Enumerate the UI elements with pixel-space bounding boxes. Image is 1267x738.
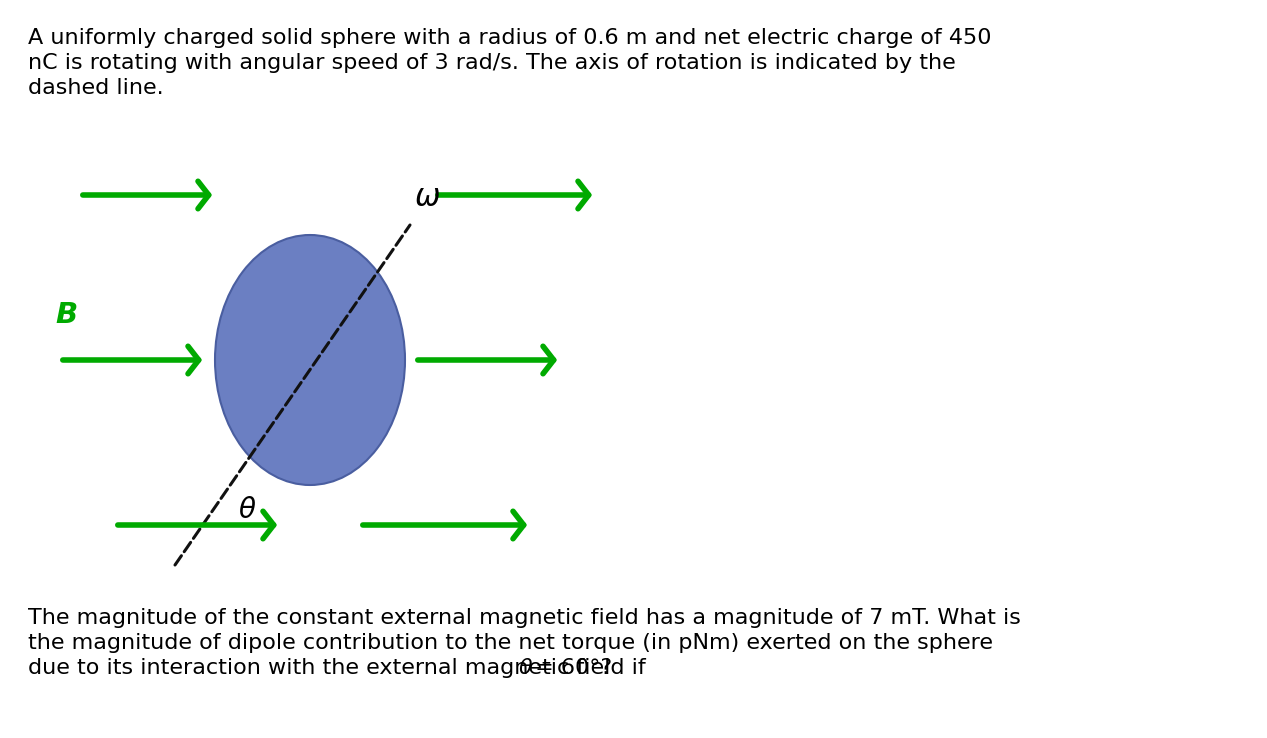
Text: nC is rotating with angular speed of 3 rad/s. The axis of rotation is indicated : nC is rotating with angular speed of 3 r… <box>28 53 955 73</box>
Text: A uniformly charged solid sphere with a radius of 0.6 m and net electric charge : A uniformly charged solid sphere with a … <box>28 28 992 48</box>
Text: dashed line.: dashed line. <box>28 77 163 97</box>
Text: θ: θ <box>519 658 532 677</box>
Text: θ: θ <box>238 496 255 524</box>
Text: the magnitude of dipole contribution to the net torque (in pNm) exerted on the s: the magnitude of dipole contribution to … <box>28 632 993 653</box>
Text: = 60°?: = 60°? <box>528 658 613 677</box>
Text: B: B <box>54 301 77 329</box>
Ellipse shape <box>215 235 405 485</box>
Text: due to its interaction with the external magnetic field if: due to its interaction with the external… <box>28 658 653 677</box>
Text: The magnitude of the constant external magnetic field has a magnitude of 7 mT. W: The magnitude of the constant external m… <box>28 608 1021 628</box>
Text: ω: ω <box>416 184 441 213</box>
